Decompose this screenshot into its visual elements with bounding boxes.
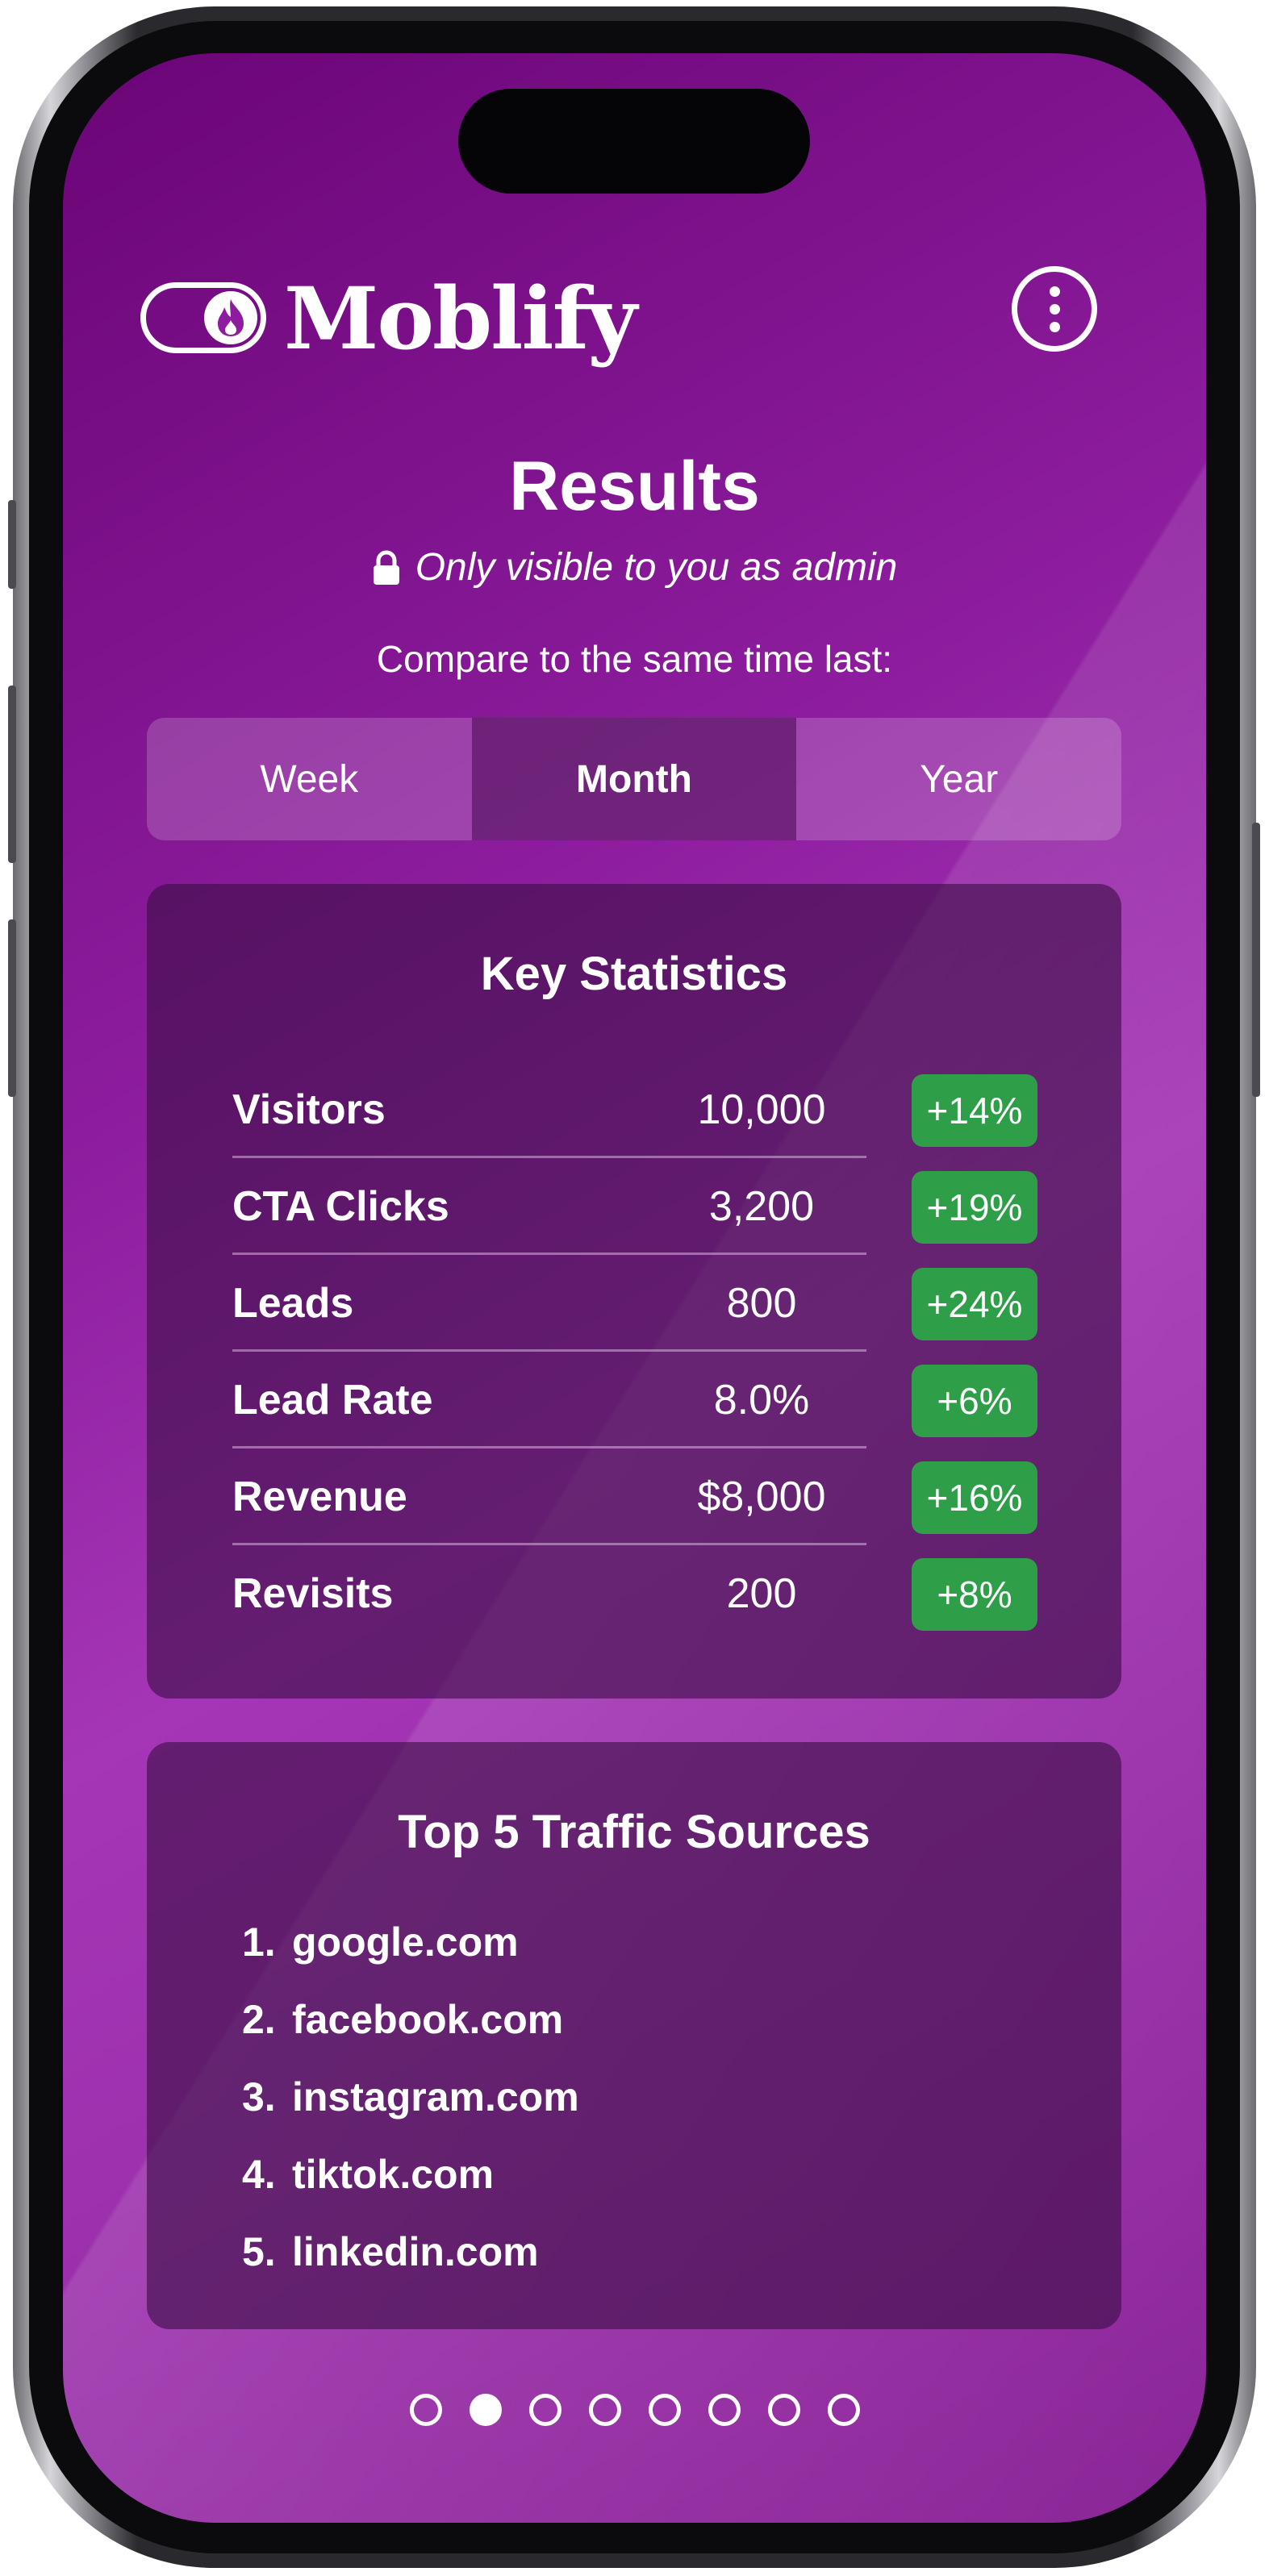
row-divider: [232, 1543, 866, 1545]
source-rank: 5.: [242, 2229, 276, 2274]
traffic-sources-title: Top 5 Traffic Sources: [398, 1806, 870, 1858]
stat-row-revisits: Revisits 200 +8%: [232, 1544, 1037, 1640]
app-logo[interactable]: Moblify: [140, 261, 637, 374]
stat-value: 3,200: [708, 1183, 815, 1230]
dynamic-island: [458, 89, 810, 194]
stat-label: Leads: [232, 1280, 354, 1327]
change-badge: +6%: [912, 1365, 1037, 1437]
menu-dot: [1049, 303, 1060, 315]
change-badge: +14%: [912, 1074, 1037, 1147]
stat-label: Revenue: [232, 1473, 407, 1520]
stats-table: Visitors 10,000 +14% CTA Clicks 3,200 +1…: [232, 1060, 1037, 1640]
stat-value: 200: [726, 1570, 797, 1617]
row-divider: [232, 1156, 866, 1158]
lock-icon: [373, 550, 399, 585]
page-indicator: [63, 2394, 1206, 2426]
traffic-sources-list: 1. google.com 2. facebook.com 3. instagr…: [242, 1903, 579, 2290]
stat-value: 800: [726, 1280, 797, 1327]
stat-row-visitors: Visitors 10,000 +14%: [232, 1060, 1037, 1158]
stat-row-lead-rate: Lead Rate 8.0% +6%: [232, 1350, 1037, 1448]
more-options-button[interactable]: [1012, 266, 1097, 352]
stat-label: CTA Clicks: [232, 1183, 449, 1230]
source-name: instagram.com: [292, 2074, 579, 2120]
admin-note: Only visible to you as admin: [63, 545, 1206, 590]
row-divider: [232, 1349, 866, 1352]
list-item: 1. google.com: [242, 1903, 579, 1981]
silent-switch: [8, 500, 16, 589]
page-dot-5[interactable]: [648, 2394, 681, 2426]
stat-label: Lead Rate: [232, 1377, 433, 1423]
stat-row-leads: Leads 800 +24%: [232, 1253, 1037, 1352]
page-dot-7[interactable]: [767, 2394, 800, 2426]
compare-label: Compare to the same time last:: [376, 638, 893, 680]
stat-value: $8,000: [697, 1473, 826, 1520]
page-dot-8[interactable]: [827, 2394, 860, 2426]
phone-screen: Moblify Results Only visible to you as a…: [63, 53, 1206, 2523]
list-item: 5. linkedin.com: [242, 2213, 579, 2290]
period-option-month[interactable]: Month: [471, 718, 797, 840]
page-dot-1[interactable]: [409, 2394, 442, 2426]
toggle-logo-icon: [140, 282, 266, 353]
page-dot-2-active[interactable]: [469, 2394, 502, 2426]
change-badge: +19%: [912, 1171, 1037, 1244]
power-button: [1252, 823, 1260, 1097]
period-option-year[interactable]: Year: [920, 757, 999, 801]
volume-up-button: [8, 686, 16, 863]
period-segmented-control: Week Month Year: [147, 718, 1121, 840]
stat-row-cta-clicks: CTA Clicks 3,200 +19%: [232, 1157, 1037, 1255]
list-item: 3. instagram.com: [242, 2058, 579, 2136]
source-rank: 1.: [242, 1919, 276, 1965]
row-divider: [232, 1446, 866, 1448]
source-rank: 2.: [242, 1997, 276, 2042]
stat-label: Revisits: [232, 1570, 394, 1617]
stat-row-revenue: Revenue $8,000 +16%: [232, 1447, 1037, 1545]
page-dot-6[interactable]: [708, 2394, 741, 2426]
page-title: Results: [509, 448, 760, 525]
source-name: tiktok.com: [292, 2152, 495, 2197]
source-rank: 3.: [242, 2074, 276, 2120]
list-item: 4. tiktok.com: [242, 2136, 579, 2213]
more-vertical-icon: [1049, 286, 1060, 297]
page-dot-3[interactable]: [528, 2394, 561, 2426]
source-name: google.com: [292, 1919, 519, 1965]
source-name: facebook.com: [292, 1997, 564, 2042]
volume-down-button: [8, 919, 16, 1097]
stat-value: 8.0%: [713, 1377, 810, 1423]
change-badge: +24%: [912, 1268, 1037, 1340]
key-statistics-title: Key Statistics: [480, 948, 788, 1000]
row-divider: [232, 1253, 866, 1255]
key-statistics-card: Key Statistics Visitors 10,000 +14% CTA …: [147, 884, 1121, 1699]
period-option-week[interactable]: Week: [260, 757, 359, 801]
source-rank: 4.: [242, 2152, 276, 2197]
stat-value: 10,000: [697, 1086, 826, 1133]
list-item: 2. facebook.com: [242, 1981, 579, 2058]
admin-note-text: Only visible to you as admin: [415, 546, 898, 589]
stat-label: Visitors: [232, 1086, 386, 1133]
flame-icon: [204, 291, 257, 344]
traffic-sources-card: Top 5 Traffic Sources 1. google.com 2. f…: [147, 1742, 1121, 2329]
source-name: linkedin.com: [292, 2229, 539, 2274]
menu-dot: [1049, 321, 1060, 332]
change-badge: +16%: [912, 1461, 1037, 1534]
app-name: Moblify: [284, 267, 637, 369]
page-dot-4[interactable]: [588, 2394, 621, 2426]
change-badge: +8%: [912, 1558, 1037, 1631]
